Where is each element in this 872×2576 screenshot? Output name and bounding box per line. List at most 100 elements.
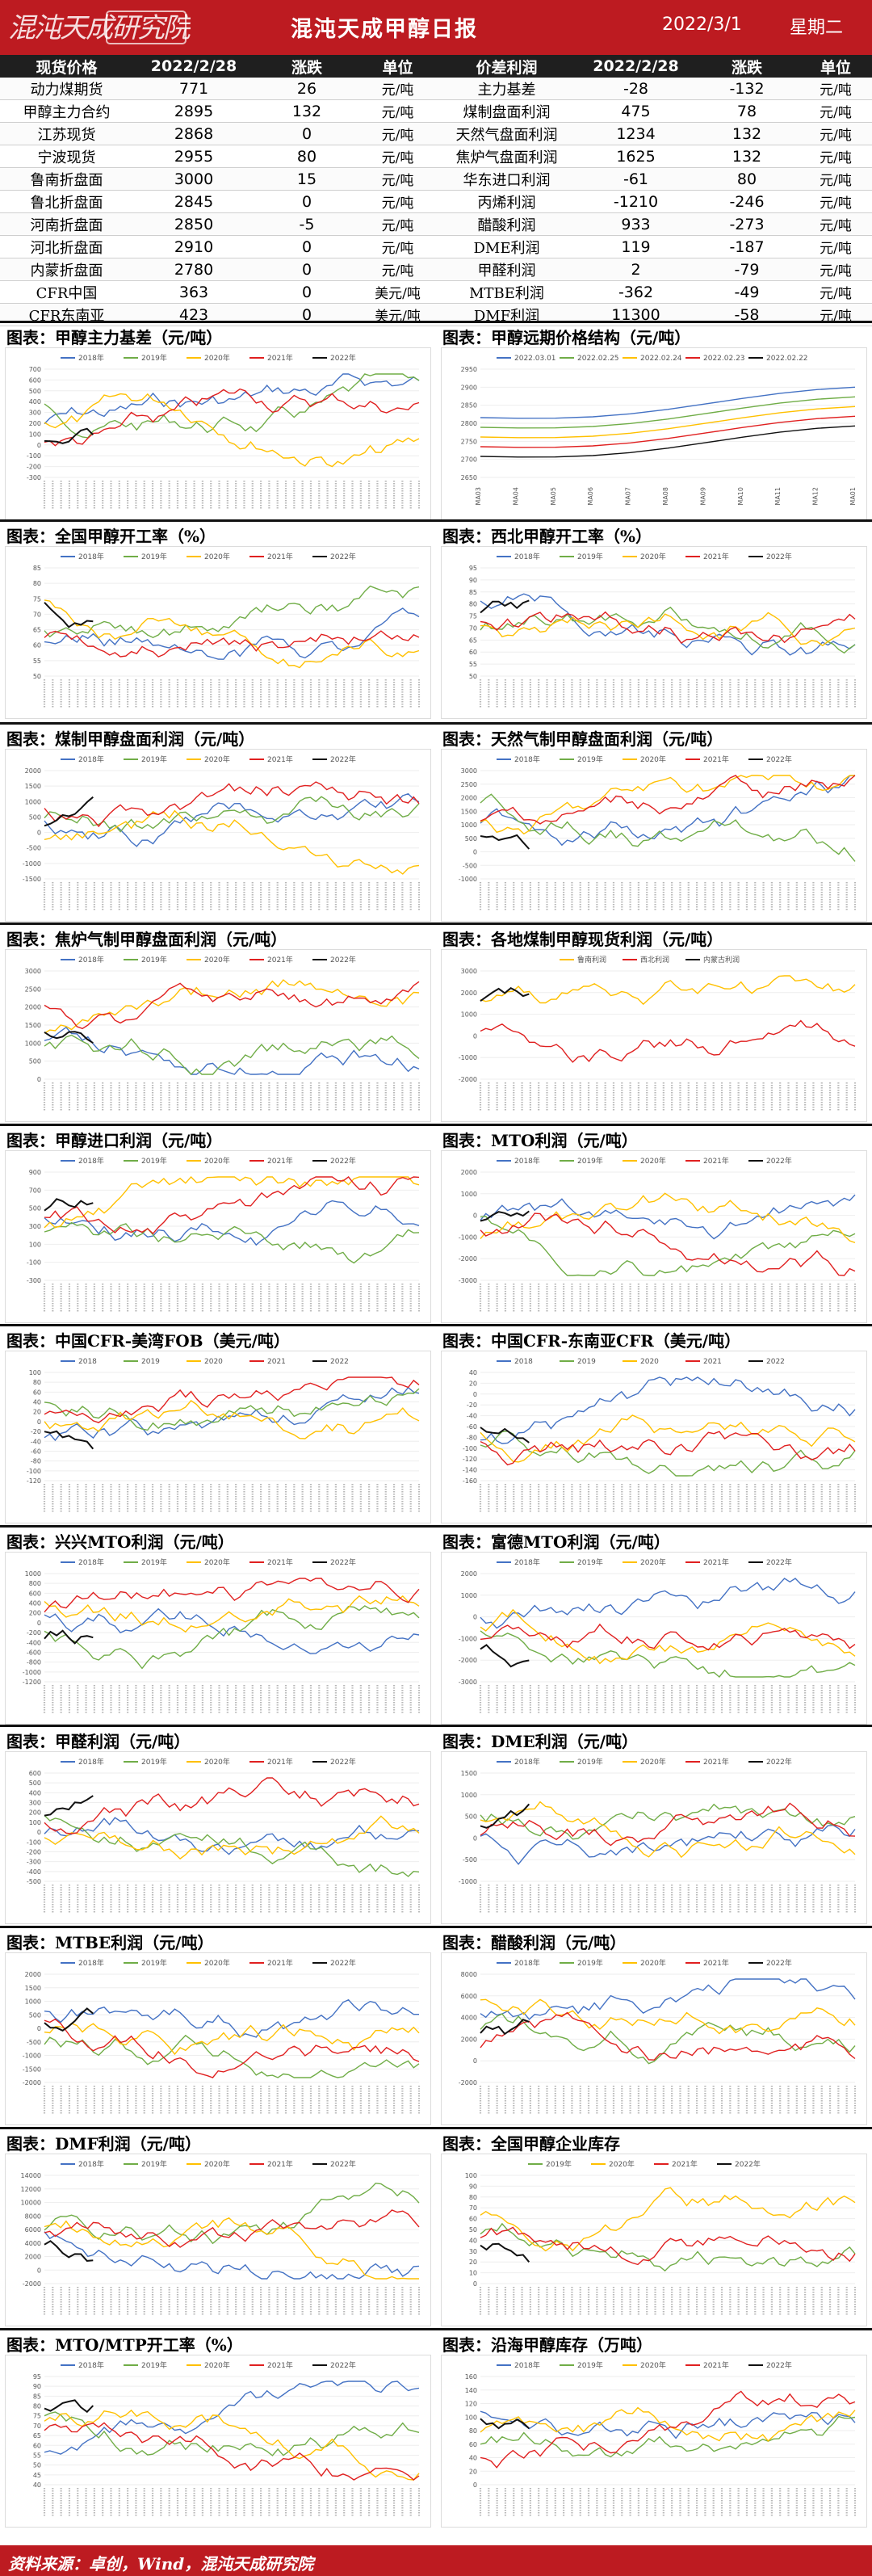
series-line — [44, 1998, 419, 2038]
series-line — [44, 427, 94, 444]
row-label: 主力基差 — [436, 78, 577, 100]
legend-label: 2021年 — [267, 955, 293, 964]
series-line — [480, 2418, 530, 2430]
table-row: 主力基差 -28 -132 元/吨 — [436, 78, 872, 100]
report-title: 混沌天成甲醇日报 — [291, 17, 478, 42]
legend-label: 2022 — [766, 1358, 785, 1366]
legend-label: 2021年 — [703, 1958, 729, 1968]
legend-label: 2018年 — [78, 955, 104, 964]
chart-area: 2018年 2019年 2020年 2021年 2022年 14000 12000 10000… — [5, 2154, 431, 2326]
chart-area: 2018年 2019年 2020年 2021年 2022年 2000 1000 0 -1000 -… — [441, 1552, 867, 1725]
series-line — [480, 1623, 856, 1651]
line-chart: 2018年 2019年 2020年 2021年 2022年 3000 2500 2000 150… — [25, 955, 421, 1112]
x-tick-label: MA06 — [587, 487, 594, 506]
chart-title: 图表：各地煤制甲醇现货利润（元/吨） — [442, 930, 723, 949]
y-tick-label: 500 — [29, 1205, 41, 1212]
y-tick-label: -1000 — [459, 1054, 477, 1061]
y-tick-label: 3000 — [461, 968, 477, 975]
value-cell: 1234 — [577, 122, 694, 145]
chart-title: 图表：DMF利润（元/吨） — [6, 2134, 201, 2154]
y-tick-label: -500 — [27, 2039, 41, 2046]
legend-label: 2021年 — [267, 754, 293, 764]
legend-label: 2021年 — [267, 1958, 293, 1968]
y-tick-label: 1500 — [461, 1770, 477, 1777]
series-line — [44, 1198, 94, 1212]
legend-label: 2022年 — [330, 955, 356, 964]
chart-area: 2018年 2019年 2020年 2021年 2022年 1500 1000 500 0 -50… — [441, 1751, 867, 1924]
legend-label: 2022.02.22 — [766, 355, 808, 363]
series-line — [44, 1388, 420, 1431]
row-label: MTBE利润 — [436, 280, 577, 304]
value-cell: -1210 — [577, 190, 694, 213]
profit_table-header-cell: 涨跌 — [694, 55, 799, 78]
series-line — [44, 2022, 420, 2056]
legend-label: 2021年 — [703, 1557, 729, 1567]
y-tick-label: 8000 — [461, 1971, 477, 1978]
y-tick-label: -2000 — [23, 2079, 41, 2086]
report-date: 2022/3/1 — [662, 15, 742, 35]
y-tick-label: 60 — [469, 649, 477, 656]
spot-price-table: 现货价格 2022/2/28 涨跌 单位 动力煤期货 771 26 元/吨 甲醇主力合约 2895… — [0, 55, 436, 326]
series-line — [44, 1815, 420, 1860]
series-line — [44, 2034, 420, 2078]
y-tick-label: 2800 — [461, 420, 477, 427]
legend-label: 2020年 — [640, 1156, 666, 1166]
x-tick-label: MA05 — [550, 487, 557, 506]
series-line — [480, 1376, 856, 1444]
y-tick-label: -500 — [27, 1878, 41, 1885]
row-label: 内蒙折盘面 — [0, 258, 133, 281]
series-line — [480, 396, 856, 429]
series-line — [44, 1399, 420, 1439]
legend-label: 2022年 — [735, 2159, 761, 2169]
legend-label: 2018年 — [514, 1156, 540, 1166]
y-tick-label: 2850 — [461, 402, 477, 410]
change-cell: -79 — [694, 258, 799, 281]
y-tick-label: -120 — [27, 1477, 41, 1485]
y-tick-label: 80 — [33, 580, 41, 587]
y-tick-label: -2000 — [459, 1076, 477, 1083]
legend-label: 2022年 — [330, 2360, 356, 2370]
unit-cell: 元/吨 — [799, 235, 872, 258]
change-cell: 0 — [254, 280, 359, 304]
series-line — [480, 406, 856, 439]
y-tick-label: 100 — [29, 1819, 41, 1826]
y-tick-label: 2000 — [461, 1169, 477, 1176]
chart-area: 2018年 2019年 2020年 2021年 2022年 2000 1500 1000 500… — [5, 749, 431, 922]
x-tick-label: MA03 — [475, 487, 482, 506]
chart-area: 2019年 2020年 2021年 2022年 100 90 80 70 60 50 40 30 20 1… — [441, 2154, 867, 2326]
section-divider — [0, 519, 872, 522]
profit_table-header-cell: 单位 — [799, 55, 872, 78]
line-chart: 2018年 2019年 2020年 2021年 2022年 600 500 400 300 200… — [27, 1757, 421, 1914]
y-tick-label: -20 — [467, 1401, 477, 1409]
y-tick-label: -2000 — [459, 1657, 477, 1664]
row-label: CFR中国 — [0, 280, 133, 304]
change-cell: -49 — [694, 280, 799, 304]
y-tick-label: 2000 — [461, 795, 477, 802]
series-line — [480, 2406, 856, 2442]
series-line — [480, 975, 856, 1006]
y-tick-label: -120 — [463, 1456, 477, 1463]
unit-cell: 元/吨 — [359, 122, 436, 145]
series-line — [480, 1414, 856, 1463]
legend-label: 2021年 — [703, 1757, 729, 1767]
legend-label: 2020年 — [640, 552, 666, 561]
row-label: 鲁南折盘面 — [0, 167, 133, 191]
y-tick-label: 500 — [29, 2011, 41, 2019]
series-line — [480, 2222, 856, 2272]
value-cell: 2850 — [133, 212, 254, 236]
legend-label: 2022.02.24 — [640, 355, 682, 363]
legend-label: 2018年 — [514, 552, 540, 561]
chart-title: 图表：甲醇进口利润（元/吨） — [6, 1131, 223, 1150]
x-tick-label: MA04 — [512, 487, 519, 506]
section-divider — [0, 722, 872, 725]
series-line — [44, 1175, 420, 1229]
chart-panel: 图表：各地煤制甲醇现货利润（元/吨） 鲁南利润 西北利润 内蒙古利润 3000 2000 1… — [436, 925, 872, 1127]
y-tick-label: 90 — [469, 577, 477, 584]
y-tick-label: 95 — [469, 565, 477, 572]
value-cell: 771 — [133, 78, 254, 100]
y-tick-label: -1000 — [23, 860, 41, 868]
chart-area: 2018年 2019年 2020年 2021年 2022年 3000 2500 2000 150… — [5, 949, 431, 1122]
legend-label: 2018年 — [514, 1557, 540, 1567]
chart-title: 图表：沿海甲醇库存（万吨） — [442, 2335, 652, 2355]
unit-cell: 元/吨 — [359, 167, 436, 191]
